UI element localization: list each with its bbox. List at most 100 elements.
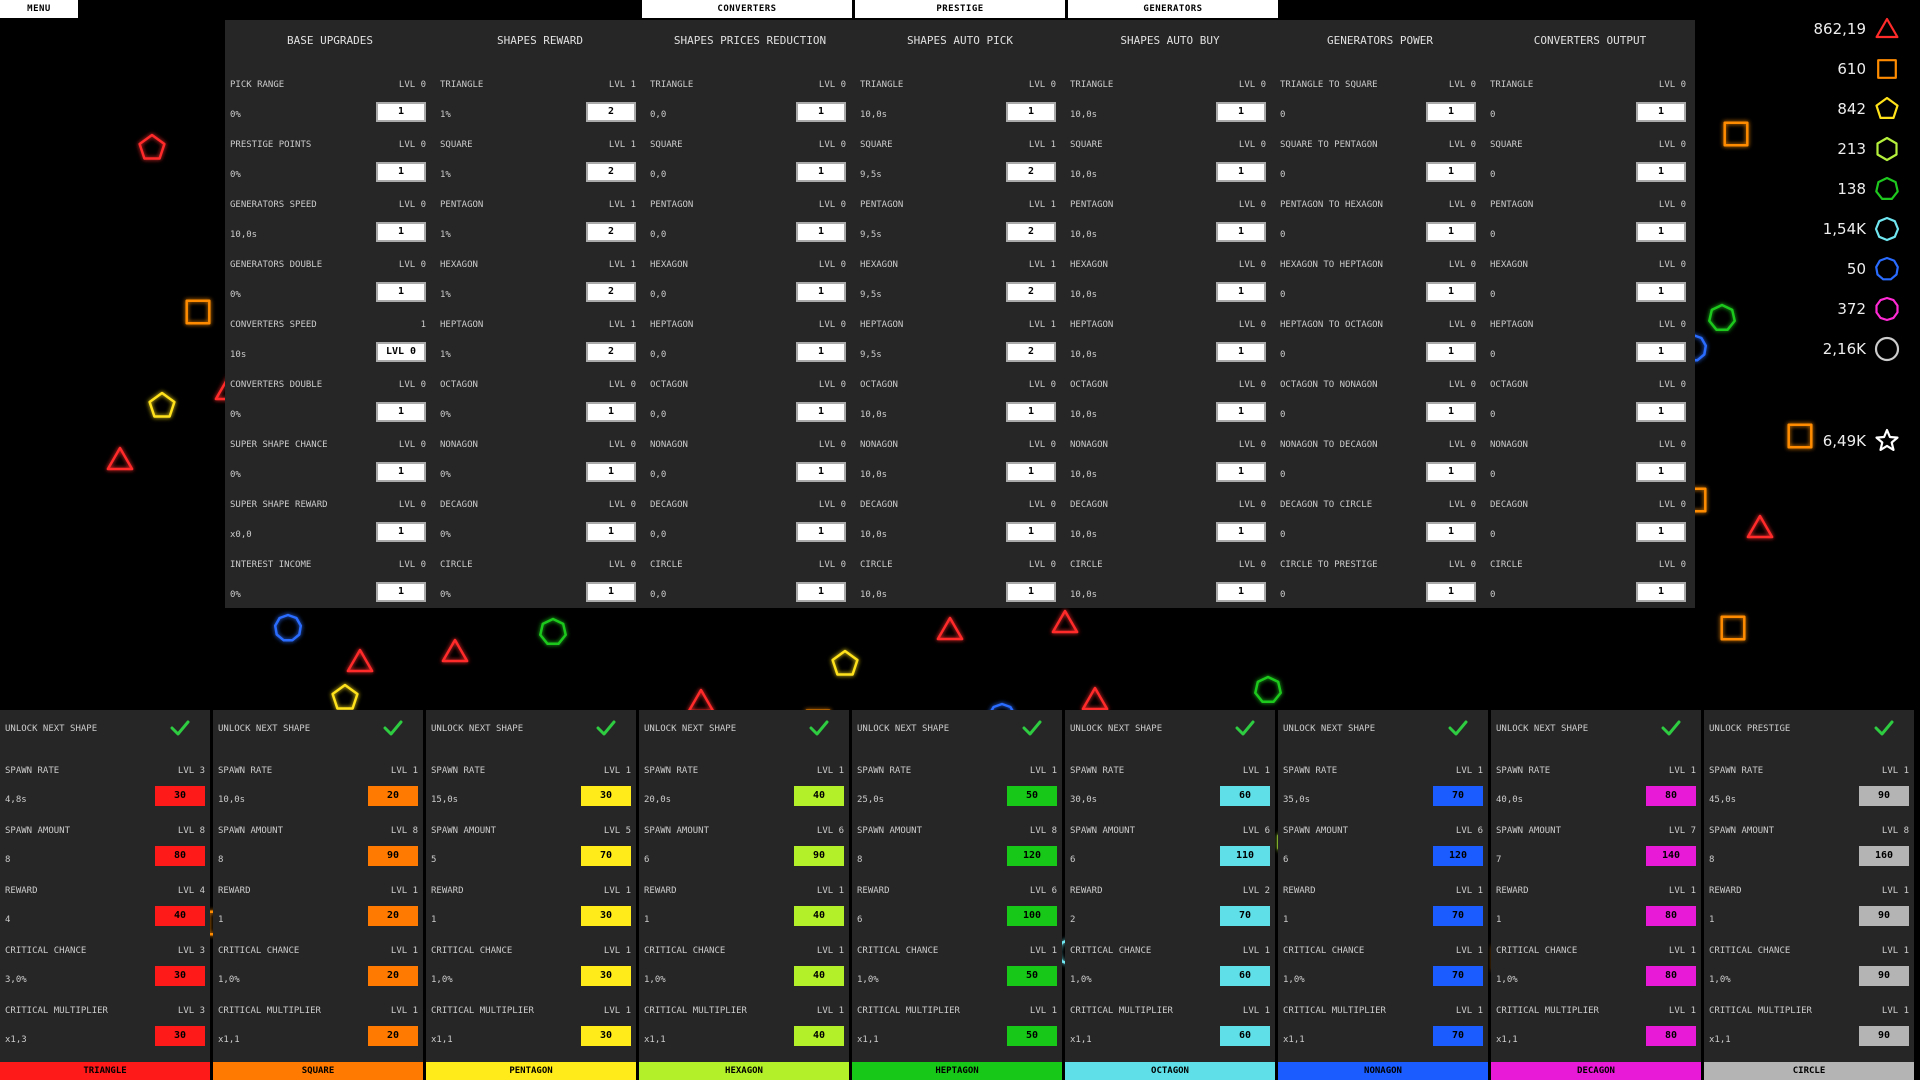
shape-tab-heptagon[interactable]: HEPTAGON (852, 1062, 1062, 1080)
upgrade-buy-button[interactable]: 1 (376, 522, 426, 542)
shape-upgrade-cost-button[interactable]: 20 (368, 906, 418, 926)
upgrade-buy-button[interactable]: 1 (1636, 402, 1686, 422)
shape-tab-octagon[interactable]: OCTAGON (1065, 1062, 1275, 1080)
upgrade-buy-button[interactable]: 1 (1216, 282, 1266, 302)
shape-upgrade-cost-button[interactable]: 90 (1859, 1026, 1909, 1046)
shape-upgrade-cost-button[interactable]: 90 (368, 846, 418, 866)
upgrade-buy-button[interactable]: 1 (1636, 342, 1686, 362)
upgrade-buy-button[interactable]: 2 (586, 102, 636, 122)
upgrade-buy-button[interactable]: 1 (1006, 462, 1056, 482)
upgrade-buy-button[interactable]: 1 (586, 462, 636, 482)
tab-prestige[interactable]: PRESTIGE (855, 0, 1065, 18)
shape-upgrade-cost-button[interactable]: 120 (1433, 846, 1483, 866)
menu-button[interactable]: MENU (0, 0, 78, 18)
shape-upgrade-cost-button[interactable]: 70 (581, 846, 631, 866)
upgrade-buy-button[interactable]: 1 (796, 282, 846, 302)
shape-upgrade-cost-button[interactable]: 80 (155, 846, 205, 866)
shape-tab-pentagon[interactable]: PENTAGON (426, 1062, 636, 1080)
upgrade-buy-button[interactable]: 1 (1216, 522, 1266, 542)
upgrade-buy-button[interactable]: 1 (1216, 342, 1266, 362)
checkmark-icon[interactable] (383, 720, 403, 736)
shape-upgrade-cost-button[interactable]: 50 (1007, 1026, 1057, 1046)
upgrade-buy-button[interactable]: 2 (1006, 222, 1056, 242)
shape-upgrade-cost-button[interactable]: 80 (1646, 906, 1696, 926)
shape-upgrade-cost-button[interactable]: 30 (155, 966, 205, 986)
shape-upgrade-cost-button[interactable]: 90 (794, 846, 844, 866)
shape-tab-circle[interactable]: CIRCLE (1704, 1062, 1914, 1080)
checkmark-icon[interactable] (170, 720, 190, 736)
checkmark-icon[interactable] (809, 720, 829, 736)
upgrade-buy-button[interactable]: 1 (1426, 102, 1476, 122)
tab-generators[interactable]: GENERATORS (1068, 0, 1278, 18)
shape-tab-square[interactable]: SQUARE (213, 1062, 423, 1080)
shape-upgrade-cost-button[interactable]: 60 (1220, 1026, 1270, 1046)
shape-upgrade-cost-button[interactable]: 140 (1646, 846, 1696, 866)
upgrade-buy-button[interactable]: 1 (1216, 402, 1266, 422)
shape-upgrade-cost-button[interactable]: 40 (794, 786, 844, 806)
checkmark-icon[interactable] (1235, 720, 1255, 736)
upgrade-buy-button[interactable]: 1 (586, 582, 636, 602)
shape-upgrade-cost-button[interactable]: 70 (1433, 786, 1483, 806)
upgrade-buy-button[interactable]: 2 (586, 282, 636, 302)
upgrade-buy-button[interactable]: 1 (376, 162, 426, 182)
upgrade-buy-button[interactable]: 1 (1216, 222, 1266, 242)
upgrade-buy-button[interactable]: LVL 0 (376, 342, 426, 362)
checkmark-icon[interactable] (1874, 720, 1894, 736)
upgrade-buy-button[interactable]: 1 (376, 582, 426, 602)
upgrade-buy-button[interactable]: 1 (1006, 402, 1056, 422)
shape-upgrade-cost-button[interactable]: 40 (794, 906, 844, 926)
upgrade-buy-button[interactable]: 1 (796, 102, 846, 122)
upgrade-buy-button[interactable]: 2 (586, 162, 636, 182)
upgrade-buy-button[interactable]: 1 (586, 522, 636, 542)
shape-upgrade-cost-button[interactable]: 80 (1646, 786, 1696, 806)
upgrade-buy-button[interactable]: 1 (1006, 582, 1056, 602)
shape-upgrade-cost-button[interactable]: 20 (368, 966, 418, 986)
shape-upgrade-cost-button[interactable]: 20 (368, 1026, 418, 1046)
upgrade-buy-button[interactable]: 1 (1426, 582, 1476, 602)
upgrade-buy-button[interactable]: 1 (1006, 522, 1056, 542)
shape-upgrade-cost-button[interactable]: 70 (1433, 1026, 1483, 1046)
shape-upgrade-cost-button[interactable]: 50 (1007, 966, 1057, 986)
upgrade-buy-button[interactable]: 1 (376, 222, 426, 242)
upgrade-buy-button[interactable]: 1 (586, 402, 636, 422)
shape-upgrade-cost-button[interactable]: 20 (368, 786, 418, 806)
checkmark-icon[interactable] (1448, 720, 1468, 736)
shape-upgrade-cost-button[interactable]: 80 (1646, 966, 1696, 986)
shape-upgrade-cost-button[interactable]: 30 (581, 786, 631, 806)
upgrade-buy-button[interactable]: 1 (796, 462, 846, 482)
shape-upgrade-cost-button[interactable]: 90 (1859, 906, 1909, 926)
checkmark-icon[interactable] (1661, 720, 1681, 736)
shape-tab-decagon[interactable]: DECAGON (1491, 1062, 1701, 1080)
shape-upgrade-cost-button[interactable]: 60 (1220, 966, 1270, 986)
upgrade-buy-button[interactable]: 1 (796, 522, 846, 542)
upgrade-buy-button[interactable]: 1 (796, 582, 846, 602)
shape-upgrade-cost-button[interactable]: 40 (794, 1026, 844, 1046)
shape-upgrade-cost-button[interactable]: 60 (1220, 786, 1270, 806)
shape-upgrade-cost-button[interactable]: 30 (155, 786, 205, 806)
shape-tab-hexagon[interactable]: HEXAGON (639, 1062, 849, 1080)
shape-upgrade-cost-button[interactable]: 160 (1859, 846, 1909, 866)
upgrade-buy-button[interactable]: 1 (1426, 402, 1476, 422)
shape-upgrade-cost-button[interactable]: 100 (1007, 906, 1057, 926)
upgrade-buy-button[interactable]: 1 (1426, 522, 1476, 542)
upgrade-buy-button[interactable]: 2 (1006, 162, 1056, 182)
upgrade-buy-button[interactable]: 1 (1636, 462, 1686, 482)
shape-upgrade-cost-button[interactable]: 30 (581, 906, 631, 926)
upgrade-buy-button[interactable]: 1 (1216, 162, 1266, 182)
upgrade-buy-button[interactable]: 1 (1216, 102, 1266, 122)
upgrade-buy-button[interactable]: 1 (1636, 522, 1686, 542)
upgrade-buy-button[interactable]: 1 (1636, 222, 1686, 242)
shape-upgrade-cost-button[interactable]: 110 (1220, 846, 1270, 866)
upgrade-buy-button[interactable]: 1 (1636, 282, 1686, 302)
upgrade-buy-button[interactable]: 1 (1426, 162, 1476, 182)
upgrade-buy-button[interactable]: 2 (1006, 342, 1056, 362)
shape-upgrade-cost-button[interactable]: 70 (1220, 906, 1270, 926)
shape-upgrade-cost-button[interactable]: 40 (155, 906, 205, 926)
shape-upgrade-cost-button[interactable]: 70 (1433, 966, 1483, 986)
shape-upgrade-cost-button[interactable]: 120 (1007, 846, 1057, 866)
upgrade-buy-button[interactable]: 1 (376, 102, 426, 122)
upgrade-buy-button[interactable]: 1 (1006, 102, 1056, 122)
upgrade-buy-button[interactable]: 1 (376, 462, 426, 482)
upgrade-buy-button[interactable]: 1 (796, 162, 846, 182)
shape-upgrade-cost-button[interactable]: 80 (1646, 1026, 1696, 1046)
